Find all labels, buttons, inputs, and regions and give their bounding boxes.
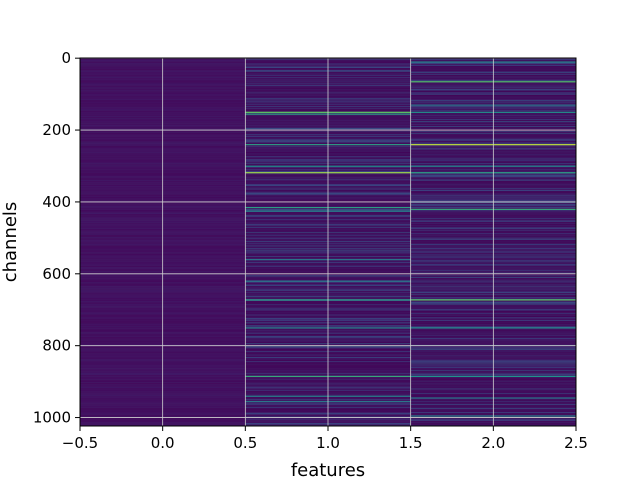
y-tick-label: 200 — [42, 121, 71, 139]
y-tick-label: 600 — [42, 265, 71, 283]
y-tick-label: 0 — [61, 49, 71, 67]
x-tick-label: 0.5 — [233, 434, 257, 452]
x-tick-label: 1.5 — [399, 434, 423, 452]
x-tick-label: 1.0 — [316, 434, 340, 452]
x-axis: −0.5 0.0 0.5 1.0 1.5 2.0 2.5 — [62, 426, 588, 452]
x-tick-label: −0.5 — [62, 434, 98, 452]
x-axis-label: features — [291, 460, 365, 480]
y-axis-label: channels — [0, 202, 21, 283]
x-tick-label: 2.5 — [564, 434, 588, 452]
y-tick-label: 400 — [42, 193, 71, 211]
x-tick-label: 0.0 — [151, 434, 175, 452]
y-axis: 0 200 400 600 800 1000 — [33, 49, 80, 427]
y-tick-label: 1000 — [33, 409, 71, 427]
y-tick-label: 800 — [42, 337, 71, 355]
x-tick-label: 2.0 — [481, 434, 505, 452]
